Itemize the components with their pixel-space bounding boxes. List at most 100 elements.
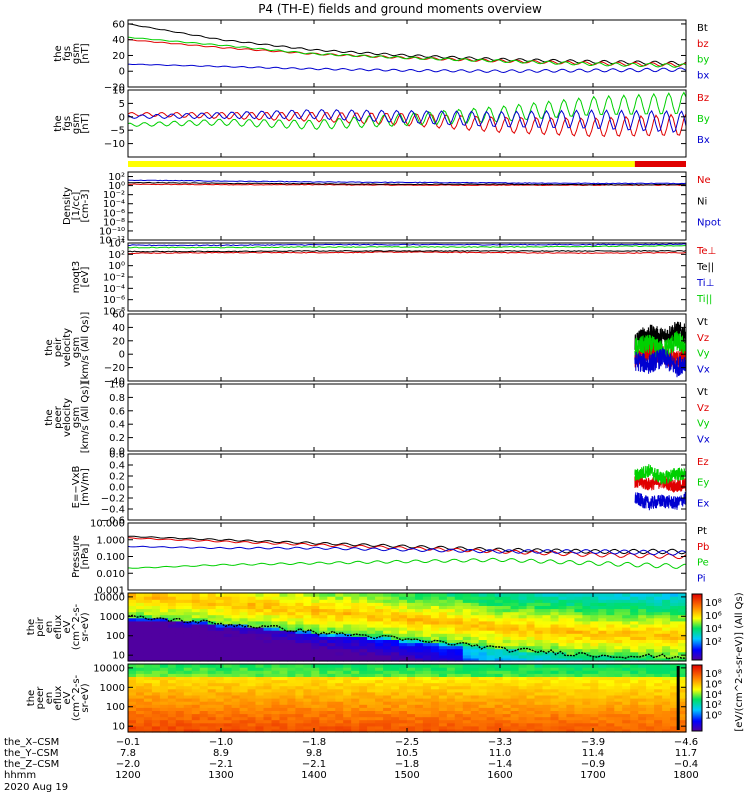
spec-cell [143, 614, 153, 619]
spec-cell [375, 694, 384, 699]
spec-cell [128, 602, 137, 606]
spec-cell [494, 593, 504, 597]
spec-cell [359, 713, 368, 718]
spec-cell [335, 639, 344, 644]
spec-cell [215, 599, 225, 603]
spec-cell [167, 605, 177, 610]
series-by [127, 36, 687, 68]
spec-cell [430, 614, 440, 619]
spec-cell [415, 645, 424, 650]
spec-cell [399, 713, 408, 718]
spec-cell [502, 593, 512, 597]
spec-cell [662, 728, 671, 733]
spec-cell [399, 698, 408, 702]
ytick-label: −0.4 [101, 505, 125, 516]
spec-cell [566, 679, 575, 684]
spec-cell [662, 682, 671, 687]
spec-cell [159, 667, 169, 671]
spec-cell [167, 593, 177, 597]
spec-cell [446, 728, 456, 733]
spec-cell [415, 593, 424, 597]
spec-cell [383, 599, 392, 603]
spec-cell [335, 605, 344, 610]
spec-cell [486, 676, 496, 681]
spec-cell [343, 716, 352, 721]
spec-cell [646, 682, 655, 687]
spec-cell [558, 623, 568, 628]
spec-cell [574, 701, 583, 705]
legend-Bz: Bz [697, 93, 709, 104]
spec-cell [566, 716, 575, 721]
spec-cell [407, 630, 416, 634]
spec-cell [590, 728, 599, 733]
spec-cell [319, 654, 328, 659]
legend-by: by [697, 55, 709, 66]
spec-cell [335, 651, 344, 656]
spec-cell [407, 679, 416, 684]
spec-cell [662, 630, 671, 634]
spec-cell [622, 605, 631, 610]
spec-cell [614, 719, 623, 724]
spec-cell [175, 670, 185, 674]
spec-cell [136, 648, 145, 653]
spec-cell [159, 676, 169, 681]
series-bx [127, 63, 687, 74]
spec-cell [598, 614, 607, 619]
spec-cell [590, 645, 599, 650]
spec-cell [159, 651, 169, 656]
spec-cell [391, 664, 400, 668]
spec-cell [574, 676, 583, 681]
spec-cell [502, 728, 512, 733]
spec-cell [678, 617, 687, 622]
spec-cell [470, 617, 480, 622]
spec-cell [606, 670, 615, 674]
spec-cell [558, 722, 568, 727]
legend-Vz: Vz [697, 403, 709, 414]
spec-cell [678, 642, 687, 647]
spec-cell [399, 694, 408, 699]
spec-cell [215, 704, 225, 708]
spec-cell [614, 664, 623, 668]
spec-cell [470, 698, 480, 702]
spec-cell [167, 630, 177, 634]
spec-cell [311, 614, 320, 619]
spec-cell [247, 605, 257, 610]
series-Pe [127, 557, 687, 569]
spec-cell [542, 670, 552, 674]
spec-cell [566, 605, 575, 610]
spec-cell [478, 707, 488, 711]
spec-cell [462, 657, 472, 662]
spec-cell [199, 719, 209, 724]
spec-cell [167, 620, 177, 625]
spec-cell [622, 710, 631, 715]
spec-cell [670, 611, 679, 616]
spec-cell [654, 651, 663, 656]
spec-cell [383, 620, 392, 625]
spec-cell [558, 682, 568, 687]
spec-cell [159, 630, 169, 634]
spec-cell [327, 716, 336, 721]
spec-cell [375, 710, 384, 715]
spec-cell [646, 725, 655, 730]
spec-cell [215, 710, 225, 715]
spec-cell [175, 642, 185, 647]
spec-cell [375, 657, 384, 662]
spec-cell [287, 694, 296, 699]
spec-cell [614, 694, 623, 699]
spec-cell [606, 707, 615, 711]
spec-cell [630, 630, 639, 634]
spec-cell [136, 636, 145, 640]
spec-cell [630, 679, 639, 684]
spec-cell [303, 636, 312, 640]
spec-cell [383, 627, 392, 631]
spec-cell [327, 698, 336, 702]
spec-cell [136, 728, 145, 733]
spec-cell [502, 722, 512, 727]
spec-cell [558, 636, 568, 640]
spec-cell [646, 698, 655, 702]
spec-cell [542, 676, 552, 681]
spec-cell [518, 664, 528, 668]
spec-cell [542, 728, 552, 733]
spec-cell [287, 633, 296, 637]
spec-cell [263, 654, 273, 659]
